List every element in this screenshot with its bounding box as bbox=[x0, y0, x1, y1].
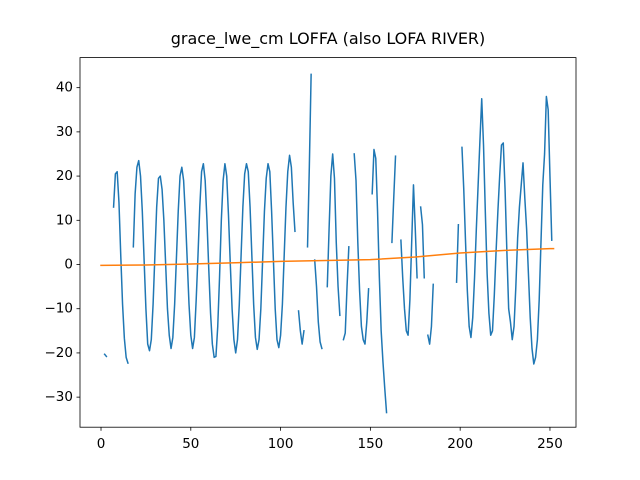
x-tick-label: 100 bbox=[268, 436, 294, 452]
plot-frame bbox=[79, 57, 577, 428]
y-tick-label: 40 bbox=[56, 80, 73, 96]
y-tick-label: 20 bbox=[56, 168, 73, 184]
x-tick-label: 250 bbox=[537, 436, 563, 452]
x-tick-label: 0 bbox=[97, 436, 106, 452]
chart-title: grace_lwe_cm LOFFA (also LOFA RIVER) bbox=[171, 29, 486, 49]
y-tick-label: −30 bbox=[45, 389, 74, 405]
x-tick-label: 50 bbox=[182, 436, 199, 452]
y-tick-label: −20 bbox=[45, 345, 74, 361]
y-tick-label: 30 bbox=[56, 124, 73, 140]
y-tick-label: 10 bbox=[56, 212, 73, 228]
x-tick-label: 200 bbox=[447, 436, 473, 452]
x-tick-label: 150 bbox=[357, 436, 383, 452]
y-tick-label: −10 bbox=[45, 301, 74, 317]
y-tick-label: 0 bbox=[64, 257, 73, 273]
series-line bbox=[100, 247, 555, 267]
